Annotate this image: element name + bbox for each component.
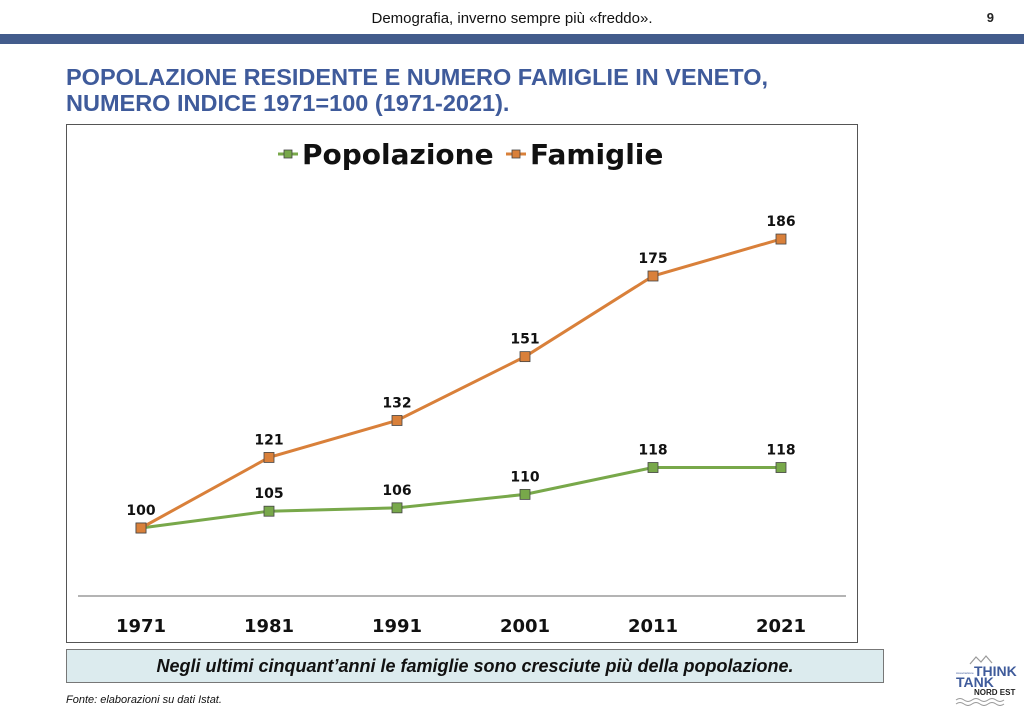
series-line-famiglie [140,237,782,530]
legend-marker-famiglie [511,149,521,159]
data-label: 106 [382,483,411,499]
data-label: 186 [766,214,795,230]
data-point [135,522,147,534]
data-point [391,415,403,426]
page-number: 9 [986,10,994,25]
svg-text:NORD EST: NORD EST [974,688,1015,697]
data-label: 175 [638,251,667,267]
data-point [775,462,787,473]
source-note: Fonte: elaborazioni su dati Istat. [66,694,222,706]
x-tick-label: 1981 [244,616,294,637]
x-tick-label: 1991 [372,616,422,637]
data-point [775,233,787,245]
slide-title: POPOLAZIONE RESIDENTE E NUMERO FAMIGLIE … [66,64,768,116]
data-point [391,502,403,514]
slide-title-line-2: NUMERO INDICE 1971=100 (1971-2021). [66,90,510,116]
header-bar [0,34,1024,44]
legend-label-popolazione: Popolazione [302,138,494,171]
series-line-popolazione [140,466,781,530]
slide-title-line-1: POPOLAZIONE RESIDENTE E NUMERO FAMIGLIE … [66,64,769,90]
think-tank-logo: Associazione THINK TANK NORD EST [952,654,1024,706]
chart-frame [66,124,858,643]
data-label: 110 [510,469,539,485]
x-tick-label: 2021 [756,616,806,637]
data-label: 121 [254,432,283,448]
data-point [263,505,275,517]
svg-text:TANK: TANK [956,674,994,690]
data-label: 105 [254,486,283,502]
caption-box: Negli ultimi cinquant’anni le famiglie s… [66,649,884,683]
data-label: 132 [382,395,411,411]
data-label: 151 [510,332,539,348]
legend-marker-popolazione [283,149,293,159]
data-point [647,462,659,473]
data-label: 118 [638,443,667,459]
legend-label-famiglie: Famiglie [530,138,663,171]
x-tick-label: 2001 [500,616,550,637]
data-point [519,351,531,363]
svg-text:Associazione: Associazione [956,671,974,675]
data-label: 118 [766,443,795,459]
data-label: 100 [126,503,155,519]
svg-text:THINK: THINK [974,663,1017,679]
data-point [519,488,531,500]
data-point [647,270,659,282]
header-title: Demografia, inverno sempre più «freddo». [371,10,653,27]
data-point [263,452,275,463]
x-tick-label: 2011 [628,616,678,637]
x-tick-label: 1971 [116,616,166,637]
